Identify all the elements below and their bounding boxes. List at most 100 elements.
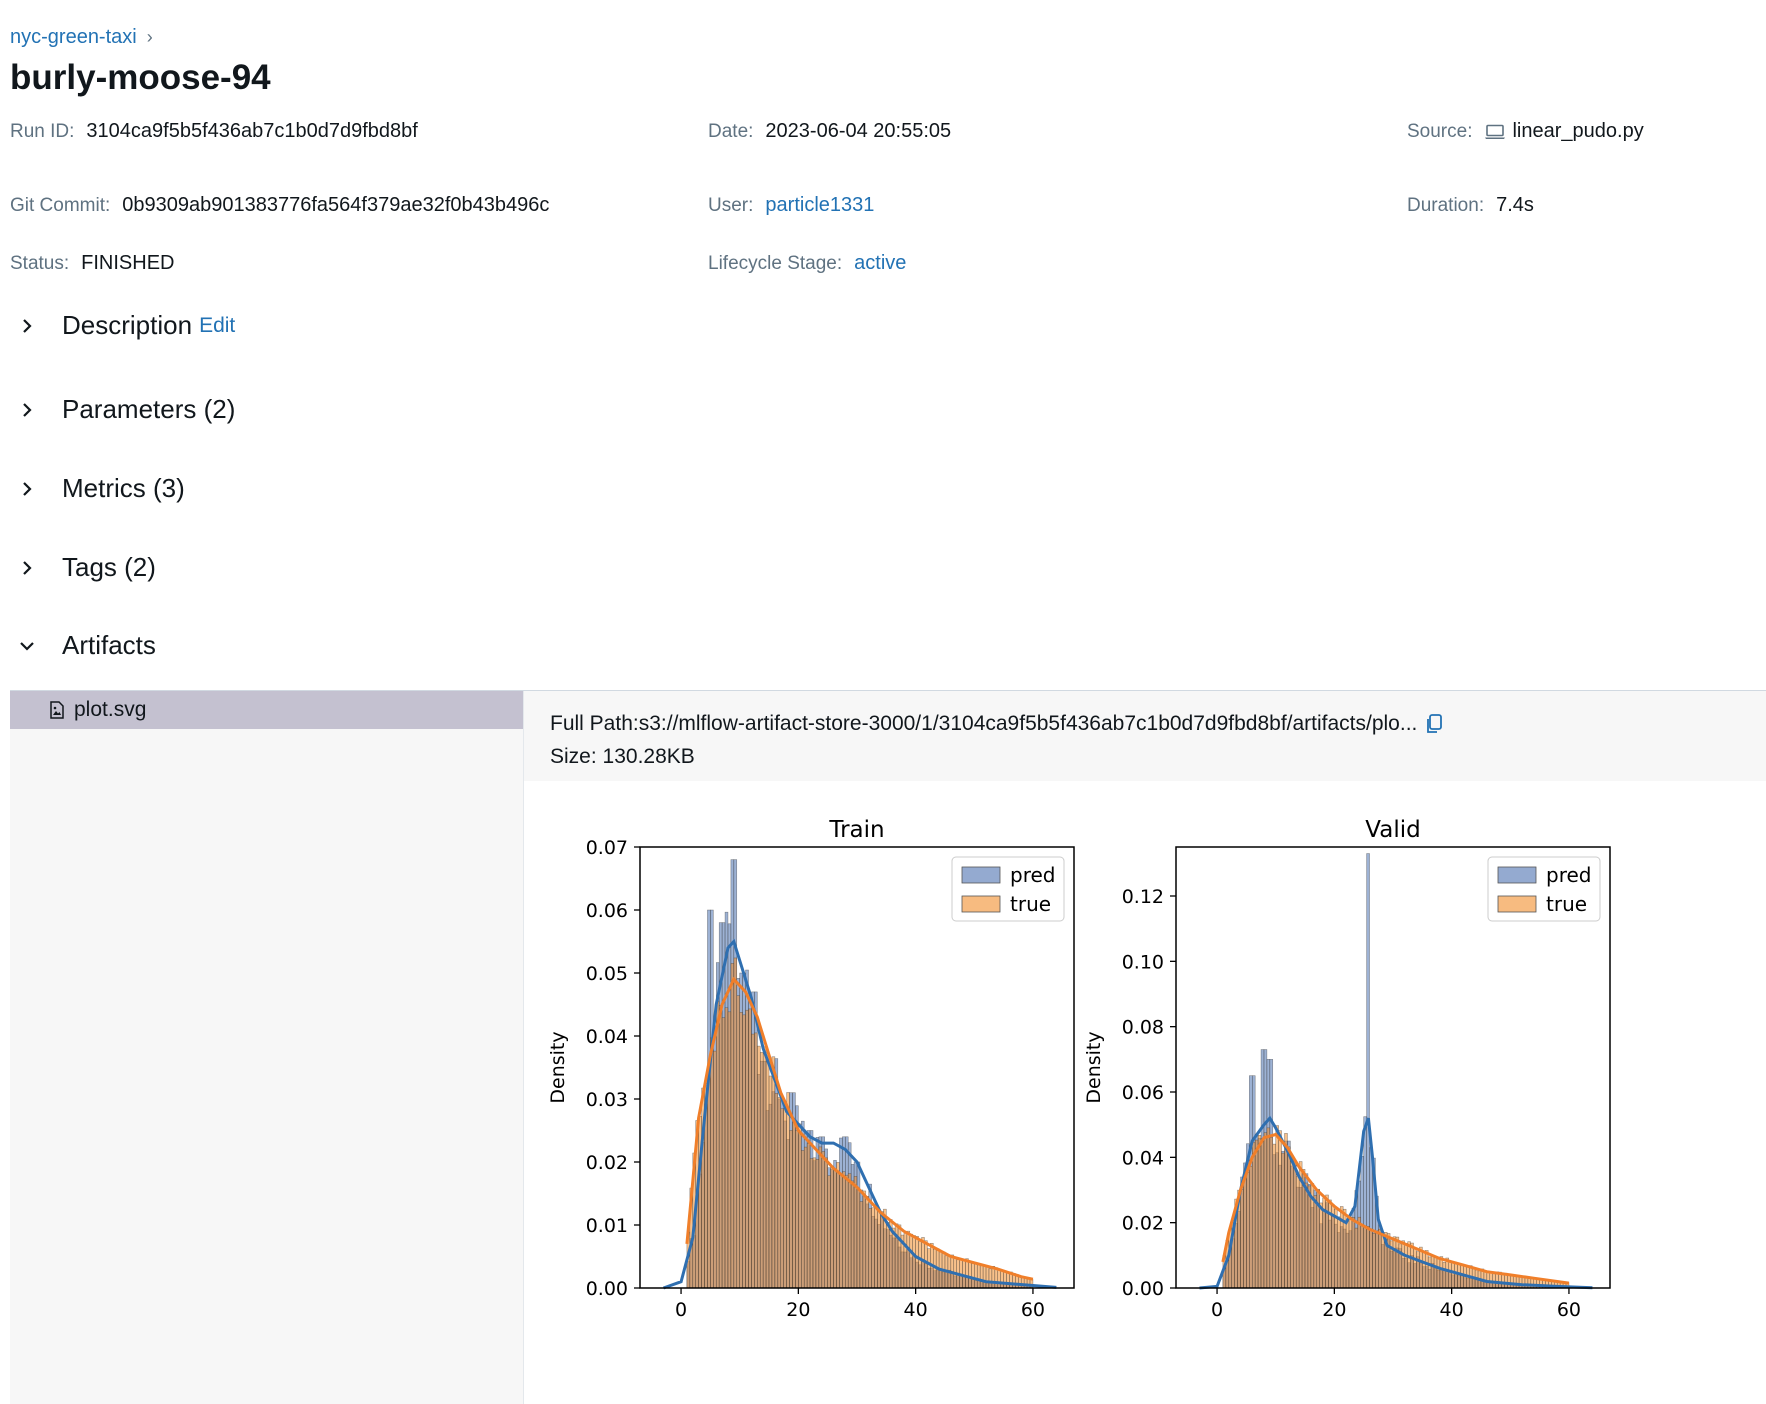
chart-2-ytick-label: 0.10 (1122, 951, 1164, 973)
chart-1-xtick-label: 40 (904, 1299, 928, 1321)
chart-2-true-bar (1325, 1194, 1329, 1289)
chart-1-true-bar (974, 1263, 978, 1289)
chart-2-legend-label-true: true (1546, 892, 1587, 916)
chart-2-true-bar (1401, 1240, 1405, 1289)
chart-2-legend-swatch-true (1497, 895, 1537, 913)
chevron-right-icon: › (146, 27, 153, 47)
chart-1-true-bar (815, 1159, 820, 1289)
user-field: User: particle1331 (708, 194, 874, 217)
chart-1-true-bar (762, 1046, 767, 1289)
lifecycle-label: Lifecycle Stage: (708, 252, 843, 274)
chart-2-true-bar (1439, 1256, 1444, 1289)
chart-1-ytick-label: 0.01 (586, 1215, 628, 1237)
chart-2-true-bar (1512, 1275, 1517, 1289)
chart-2-xtick-label: 40 (1440, 1299, 1464, 1321)
chart-2-true-bar (1501, 1274, 1505, 1289)
chart-1-ytick-label: 0.06 (586, 900, 628, 922)
chart-2-true-bar (1260, 1138, 1265, 1289)
section-metrics[interactable]: Metrics (3) (18, 473, 185, 504)
chart-1-true-bar (792, 1122, 796, 1289)
chart-2-true-bar (1386, 1233, 1391, 1289)
chart-2-true-bar (1348, 1216, 1353, 1289)
chart-2-pred-kde-line (1199, 1115, 1593, 1290)
git-commit-label: Git Commit: (10, 194, 111, 216)
chart-1-legend-label-pred: pred (1010, 863, 1055, 887)
chart-1-true-bar (912, 1235, 916, 1289)
duration-field: Duration: 7.4s (1407, 194, 1534, 217)
chart-2-true-bar (1266, 1127, 1271, 1289)
artifact-tree: plot.svg (10, 691, 524, 1404)
section-artifacts[interactable]: Artifacts (18, 630, 156, 661)
chart-2-ytick-label: 0.00 (1122, 1278, 1164, 1300)
chart-1-true-bar (795, 1130, 799, 1289)
chart-2-true-bar (1442, 1262, 1447, 1289)
chart-1-ytick-label: 0.07 (586, 837, 628, 859)
chart-1-true-bar (768, 1075, 773, 1289)
section-parameters[interactable]: Parameters (2) (18, 394, 235, 425)
chart-2-true-bar (1510, 1274, 1514, 1289)
chart-1-xtick-label: 60 (1021, 1299, 1045, 1321)
chart-1-true-bar (871, 1207, 875, 1289)
section-tags[interactable]: Tags (2) (18, 552, 156, 583)
chart-1-true-bar (1006, 1272, 1010, 1289)
date-label: Date: (708, 120, 754, 142)
lifecycle-value: active (854, 252, 907, 274)
user-label: User: (708, 194, 754, 216)
chart-1-true-bar (812, 1157, 817, 1289)
chart-2-xtick-label: 0 (1211, 1299, 1223, 1321)
chart-2-true-bar (1427, 1256, 1432, 1289)
chart-2-true-bar (1436, 1258, 1441, 1289)
chart-2-legend-label-pred: pred (1546, 863, 1591, 887)
artifact-file-item[interactable]: plot.svg (10, 691, 523, 729)
chart-1-true-bar (839, 1173, 843, 1289)
chart-1-true-bar (927, 1248, 931, 1289)
section-description[interactable]: Description Edit (18, 310, 235, 341)
chart-1-xtick-label: 0 (675, 1299, 687, 1321)
chart-1-true-bar (798, 1123, 802, 1289)
user-link[interactable]: particle1331 (765, 194, 875, 216)
chart-2-true-bar (1392, 1236, 1397, 1289)
chart-2-true-bar (1486, 1270, 1491, 1289)
chart-2-ytick-label: 0.06 (1122, 1082, 1164, 1104)
chart-2-xtick-label: 60 (1557, 1299, 1581, 1321)
chart-1-true-bar (915, 1236, 919, 1289)
chart-2-true-bar (1293, 1160, 1297, 1289)
chart-2-true-bar (1416, 1251, 1420, 1289)
edit-description-link[interactable]: Edit (199, 313, 236, 337)
chart-2-true-bar (1281, 1152, 1285, 1289)
chart-1-ytick-label: 0.00 (586, 1278, 628, 1300)
chevron-right-icon (23, 318, 32, 333)
source-value[interactable]: linear_pudo.py (1512, 120, 1644, 142)
chevron-right-icon (23, 560, 32, 575)
breadcrumb-experiment-link[interactable]: nyc-green-taxi (10, 26, 137, 48)
chart-1-pred-kde-line (662, 938, 1057, 1290)
chart-1-true-bar (818, 1146, 823, 1289)
chart-1-true-bar (710, 1037, 714, 1289)
chart-1-true-bar (868, 1208, 872, 1289)
chart-1-ylabel: Density (547, 1031, 569, 1103)
chart-2-true-bar (1287, 1146, 1291, 1289)
chart-1-true-bar (976, 1263, 981, 1289)
chart-2-true-bar (1257, 1135, 1262, 1289)
chart-2-true-bar (1518, 1276, 1523, 1289)
chevron-right-icon (23, 481, 32, 496)
chart-2-true-bar (1407, 1241, 1411, 1289)
full-path-value: s3://mlflow-artifact-store-3000/1/3104ca… (638, 711, 1418, 735)
copy-icon[interactable] (1425, 713, 1443, 735)
chart-1-true-bar (730, 963, 735, 1289)
chart-2-true-bar (1360, 1225, 1364, 1289)
chart-2-ytick-label: 0.02 (1122, 1213, 1164, 1235)
chart-1-true-bar (707, 1077, 711, 1289)
chart-2-true-bar (1413, 1248, 1417, 1289)
chart-1-true-bar (718, 1005, 723, 1289)
chart-2-true-bar (1254, 1139, 1259, 1289)
chart-2-true-bar (1295, 1175, 1300, 1289)
chart-1-true-bar (997, 1269, 1001, 1289)
full-path-label: Full Path: (550, 711, 639, 735)
section-metrics-label: Metrics (3) (62, 473, 185, 503)
chart-1-true-bar (891, 1227, 896, 1289)
section-description-label: Description (62, 310, 193, 340)
chart-1-true-bar (874, 1207, 878, 1289)
chart-1-true-bar (739, 1012, 743, 1289)
chart-1-true-bar (847, 1173, 852, 1289)
